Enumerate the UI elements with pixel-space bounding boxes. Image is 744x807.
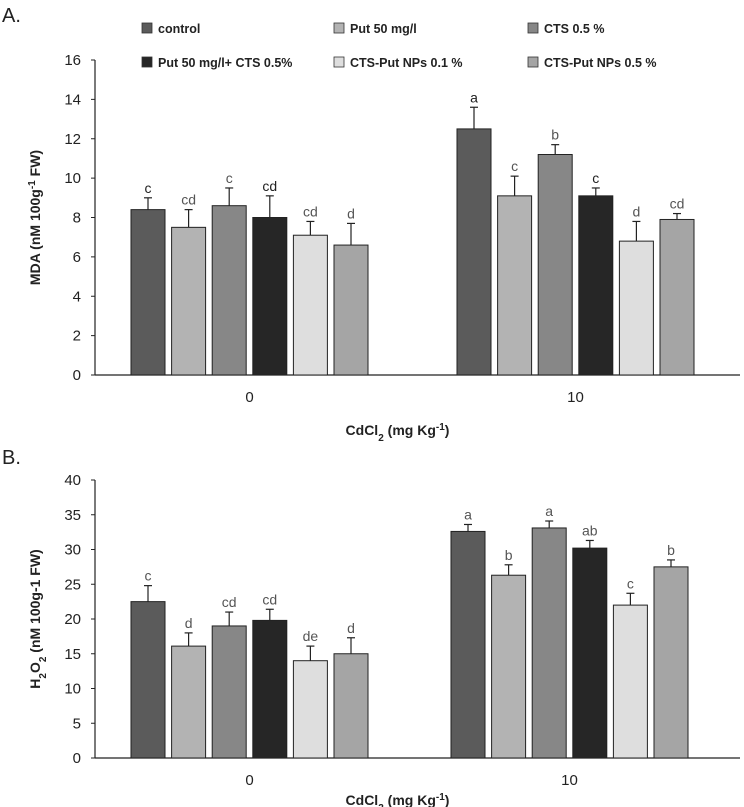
sig-letter: a (464, 506, 472, 522)
legend-label-1: Put 50 mg/l (350, 22, 417, 36)
bar-4-1 (612, 604, 648, 759)
legend-label-3: Put 50 mg/l+ CTS 0.5% (158, 56, 292, 70)
y-tick-label: 40 (64, 472, 81, 489)
sig-letter: c (145, 568, 152, 584)
sig-letter: cd (303, 203, 318, 219)
bar-5-0 (333, 244, 369, 376)
sig-letter: c (511, 158, 518, 174)
legend: control Put 50 mg/l CTS 0.5 % Put 50 mg/l+ … (141, 22, 657, 70)
sig-letter: cd (262, 591, 277, 607)
sig-letter: d (633, 203, 641, 219)
sig-letter: a (545, 503, 553, 519)
y-tick-label: 2 (73, 328, 81, 345)
bar-1-0 (171, 226, 207, 376)
bar-5-1 (653, 566, 689, 759)
bar-0-0 (130, 601, 166, 759)
sig-letter: c (592, 170, 599, 186)
panel-a: A. 0 2 4 6 8 10 12 14 16 c a cd c c b cd c cd d d cd 0 10 CdCl2 … (2, 5, 740, 444)
sig-letter: b (667, 542, 675, 558)
y-tick-label: 4 (73, 288, 81, 305)
legend-swatch-5 (527, 56, 539, 68)
y-tick-label: 25 (64, 576, 81, 593)
x-axis-title: CdCl2 (mg Kg-1) (346, 792, 450, 807)
y-tick-label: 14 (64, 91, 81, 108)
legend-label-4: CTS-Put NPs 0.1 % (350, 56, 463, 70)
legend-label-2: CTS 0.5 % (544, 22, 604, 36)
bar-3-1 (572, 547, 608, 759)
sig-letter: c (627, 575, 634, 591)
sig-letter: c (145, 180, 152, 196)
panel-label: A. (2, 5, 21, 27)
x-tick-label: 10 (561, 772, 578, 789)
x-tick-label: 10 (567, 389, 584, 406)
y-axis-title: H2O2 (nM 100g-1 FW) (27, 549, 49, 688)
y-tick-label: 6 (73, 249, 81, 266)
legend-swatch-3 (141, 56, 153, 68)
legend-swatch-2 (527, 22, 539, 34)
y-tick-label: 35 (64, 507, 81, 524)
bar-3-1 (578, 195, 614, 376)
bar-0-1 (456, 128, 492, 376)
y-tick-label: 15 (64, 646, 81, 663)
sig-letter: cd (262, 178, 277, 194)
bar-4-0 (292, 660, 328, 759)
y-tick-label: 10 (64, 681, 81, 698)
bar-1-1 (491, 574, 527, 759)
bar-0-0 (130, 209, 166, 376)
y-tick-label: 20 (64, 611, 81, 628)
x-tick-label: 0 (245, 772, 253, 789)
sig-letter: cd (222, 594, 237, 610)
y-tick-label: 10 (64, 170, 81, 187)
bar-2-0 (211, 205, 247, 376)
sig-letter: cd (181, 192, 196, 208)
legend-swatch-0 (141, 22, 153, 34)
sig-letter: d (347, 620, 355, 636)
bar-4-0 (292, 234, 328, 376)
legend-label-5: CTS-Put NPs 0.5 % (544, 56, 657, 70)
bar-3-0 (252, 619, 288, 759)
y-tick-label: 16 (64, 52, 81, 69)
y-tick-label: 8 (73, 210, 81, 227)
bar-2-0 (211, 625, 247, 759)
sig-letter: de (303, 628, 319, 644)
bar-3-0 (252, 217, 288, 376)
bar-0-1 (450, 530, 486, 759)
bar-1-0 (171, 645, 207, 759)
legend-swatch-1 (333, 22, 345, 34)
sig-letter: c (226, 170, 233, 186)
y-axis-title: MDA (nM 100g-1 FW) (27, 150, 44, 285)
bar-2-1 (537, 154, 573, 376)
x-tick-label: 0 (245, 389, 253, 406)
sig-letter: d (185, 615, 193, 631)
bar-5-0 (333, 653, 369, 759)
legend-label-0: control (158, 22, 200, 36)
sig-letter: b (551, 127, 559, 143)
sig-letter: ab (582, 522, 598, 538)
bar-1-1 (497, 195, 533, 376)
sig-letter: a (470, 89, 478, 105)
x-axis-title: CdCl2 (mg Kg-1) (346, 422, 450, 444)
y-tick-label: 12 (64, 131, 81, 148)
panel-label: B. (2, 447, 21, 469)
sig-letter: d (347, 205, 355, 221)
bar-5-1 (659, 218, 695, 376)
y-tick-label: 5 (73, 715, 81, 732)
bar-2-1 (531, 527, 567, 759)
y-tick-label: 30 (64, 542, 81, 559)
y-tick-label: 0 (73, 750, 81, 767)
sig-letter: cd (670, 196, 685, 212)
bar-4-1 (618, 240, 654, 376)
legend-swatch-4 (333, 56, 345, 68)
y-tick-label: 0 (73, 367, 81, 384)
sig-letter: b (505, 547, 513, 563)
